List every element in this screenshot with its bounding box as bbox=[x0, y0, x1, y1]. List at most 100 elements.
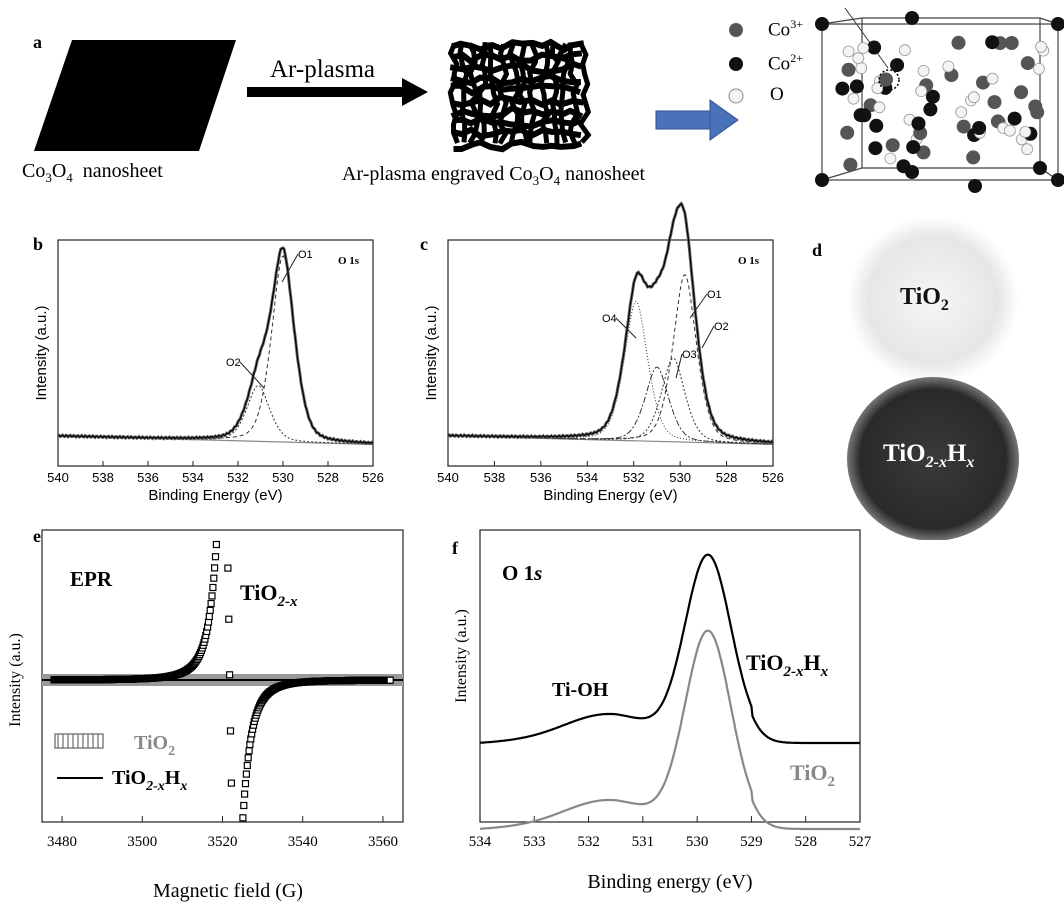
x-tick-label: 532 bbox=[577, 834, 600, 850]
legend-co2-icon bbox=[729, 57, 743, 71]
y-axis-label: Intensity (a.u.) bbox=[453, 609, 470, 703]
peak-leader-line bbox=[281, 253, 299, 283]
epr-marker bbox=[240, 801, 248, 810]
chart-title: O 1s bbox=[738, 255, 760, 267]
x-tick-label: 530 bbox=[686, 834, 709, 850]
peak-leader-line bbox=[239, 361, 265, 389]
x-tick-label: 3500 bbox=[127, 834, 157, 850]
solid-nanosheet bbox=[34, 40, 236, 151]
x-tick-label: 540 bbox=[437, 470, 459, 485]
legend: TiO2 TiO2-xHx bbox=[54, 732, 187, 794]
ar-plasma-arrow-head bbox=[402, 78, 428, 106]
y-axis-label: Intensity (a.u.) bbox=[7, 633, 24, 727]
peak-leader-line bbox=[701, 325, 715, 349]
series-tio2-x-label: TiO2-x bbox=[240, 580, 298, 610]
fit-component-O1 bbox=[447, 274, 774, 444]
panel-d-label: d bbox=[812, 240, 823, 260]
epr-marker bbox=[242, 770, 250, 778]
x-tick-label: 529 bbox=[740, 834, 763, 850]
epr-marker bbox=[209, 583, 217, 592]
legend-co3-label: Co3+ bbox=[768, 17, 803, 41]
epr-marker bbox=[225, 615, 233, 623]
chart-title: EPR bbox=[70, 567, 113, 591]
powder-photos: TiO2 TiO2-xHx bbox=[820, 210, 1060, 540]
x-tick-label: 538 bbox=[92, 470, 114, 485]
measured-spectrum bbox=[447, 202, 774, 444]
peak-leader-line bbox=[675, 353, 683, 379]
chart-e: 3480 3500 3520 3540 3560 Magnetic field (G) In… bbox=[0, 520, 420, 902]
epr-marker bbox=[241, 790, 249, 798]
y-axis-label: Intensity (a.u.) bbox=[423, 305, 440, 400]
epr-marker bbox=[206, 606, 214, 615]
chart-b-svg: 540 538 536 534 532 530 528 526 Binding Energy (… bbox=[33, 239, 384, 504]
series-tio2-h-label: TiO2-xHx bbox=[746, 650, 829, 680]
x-tick-label: 534 bbox=[576, 470, 598, 485]
x-tick-label: 538 bbox=[484, 470, 506, 485]
x-tick-label: 526 bbox=[362, 470, 384, 485]
chart-e-svg: 3480 3500 3520 3540 3560 Magnetic field (G) In… bbox=[7, 529, 404, 902]
x-tick-label: 536 bbox=[530, 470, 552, 485]
x-tick-label: 532 bbox=[623, 470, 645, 485]
epr-marker bbox=[210, 574, 218, 582]
epr-marker bbox=[226, 727, 235, 735]
x-tick-label: 534 bbox=[182, 470, 204, 485]
plot-frame bbox=[479, 529, 861, 823]
series-tio2-h-line bbox=[479, 553, 860, 745]
fit-envelope bbox=[57, 246, 375, 446]
legend-tio2-swatch bbox=[54, 733, 104, 749]
epr-marker bbox=[239, 814, 247, 822]
peak-leader-line bbox=[615, 317, 637, 339]
panel-e-label: e bbox=[33, 526, 41, 546]
shoulder-label: Ti-OH bbox=[552, 679, 609, 701]
series-tio2-line bbox=[479, 629, 860, 831]
peak-label-O1: O1 bbox=[707, 289, 722, 301]
plot-frame bbox=[57, 239, 374, 467]
legend-tio2-h-label: TiO2-xHx bbox=[112, 767, 187, 794]
legend-co3-icon bbox=[729, 23, 743, 37]
tio2-powder-label: TiO2 bbox=[900, 284, 949, 314]
chart-f-svg: 534 533 532 531 530 529 528 527 Binding energy (… bbox=[453, 529, 872, 893]
epr-marker bbox=[208, 592, 216, 600]
x-tick-label: 540 bbox=[47, 470, 69, 485]
epr-marker bbox=[205, 612, 213, 621]
panel-a-schematic bbox=[34, 7, 1064, 193]
panel-a: a Co3O4 nanosheet Ar-plasma Ar-plasma en… bbox=[0, 0, 1064, 200]
panel-a-label: a bbox=[33, 32, 42, 52]
peak-label-O2: O2 bbox=[226, 357, 241, 369]
epr-marker bbox=[226, 671, 234, 679]
fit-component-O1 bbox=[58, 255, 374, 444]
x-axis-label: Binding Energy (eV) bbox=[543, 487, 677, 504]
tio2-h-powder-photo bbox=[847, 377, 1019, 540]
chart-c: 540 538 536 534 532 530 528 526 Binding Energy (… bbox=[400, 200, 800, 520]
x-axis-label: Binding energy (eV) bbox=[587, 871, 752, 893]
epr-marker bbox=[386, 676, 394, 684]
x-tick-label: 533 bbox=[523, 834, 546, 850]
peak-label-O3: O3 bbox=[682, 349, 697, 361]
x-tick-label: 3560 bbox=[368, 834, 398, 850]
panel-f-label: f bbox=[452, 538, 458, 558]
chart-b: 540 538 536 534 532 530 528 526 Binding Energy (… bbox=[0, 200, 400, 520]
engraved-nanosheet-caption: Ar-plasma engraved Co3O4 nanosheet bbox=[342, 163, 646, 188]
plot-frame bbox=[447, 239, 774, 467]
legend-o-label: O bbox=[770, 84, 784, 105]
tio2-powder-photo bbox=[847, 216, 1019, 384]
blue-arrow-head bbox=[709, 99, 739, 141]
x-tick-label: 530 bbox=[272, 470, 294, 485]
peak-label-O1: O1 bbox=[298, 249, 313, 261]
series-tio2-x-markers bbox=[50, 540, 394, 822]
epr-marker bbox=[241, 780, 250, 788]
epr-marker bbox=[212, 540, 220, 549]
epr-marker bbox=[243, 761, 251, 770]
x-tick-label: 527 bbox=[849, 834, 872, 850]
epr-marker bbox=[224, 564, 232, 572]
solid-nanosheet-caption: Co3O4 nanosheet bbox=[22, 160, 163, 185]
chart-title: O 1s bbox=[338, 255, 360, 267]
x-axis-label: Magnetic field (G) bbox=[153, 880, 303, 902]
fit-component-O2 bbox=[448, 357, 774, 445]
epr-marker bbox=[245, 747, 253, 755]
x-tick-label: 528 bbox=[716, 470, 738, 485]
epr-marker bbox=[244, 754, 252, 762]
x-tick-label: 528 bbox=[794, 834, 817, 850]
x-tick-label: 3480 bbox=[47, 834, 77, 850]
tio2-h-powder-label: TiO2-xHx bbox=[883, 440, 975, 471]
